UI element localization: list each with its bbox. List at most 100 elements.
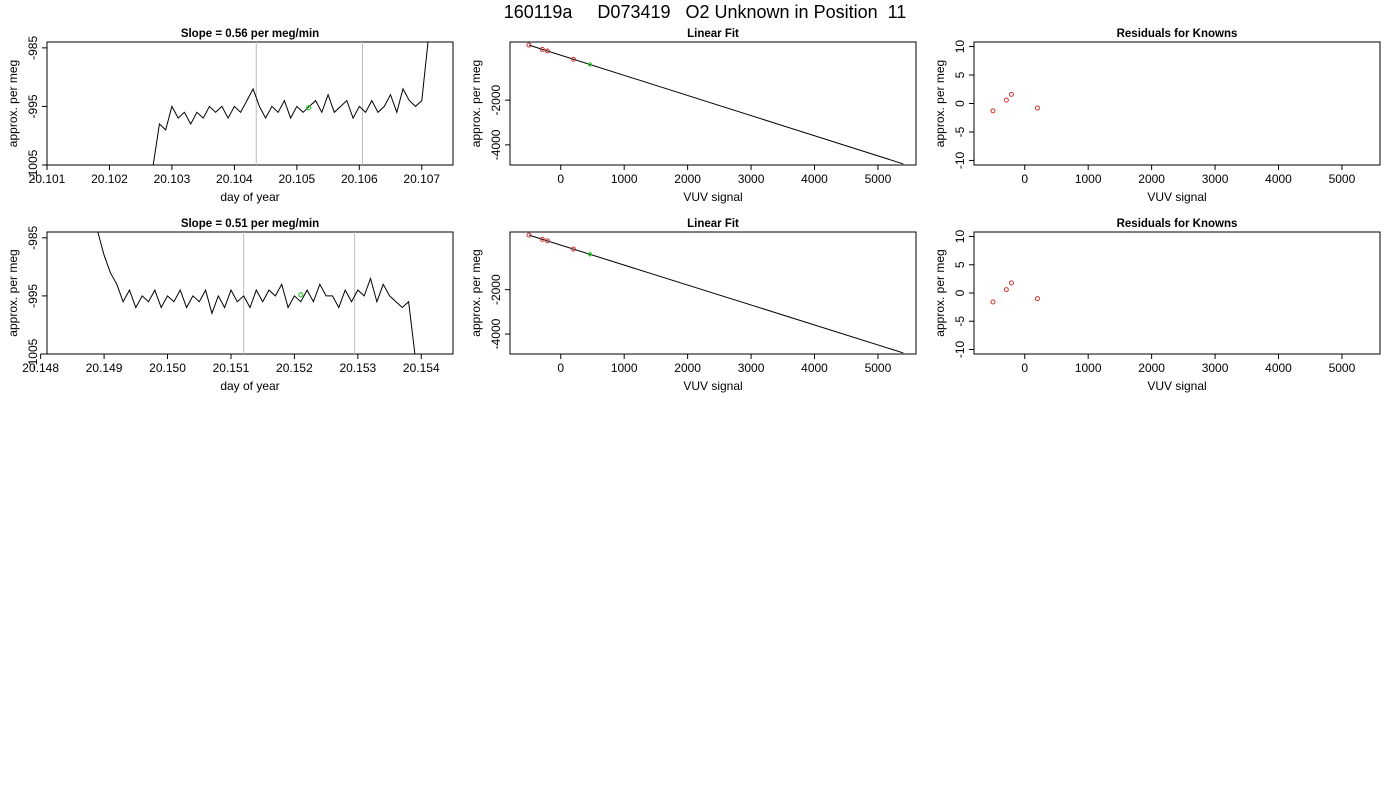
panel-title: Linear Fit [687,28,739,40]
x-tick-label: 2000 [1138,361,1165,375]
panel-time-series: Slope = 0.56 per meg/min 20.101 20.102 20.1… [6,28,454,204]
x-tick-label: 4000 [801,172,828,186]
x-tick-label: 20.149 [86,361,123,375]
known-point [544,48,550,54]
y-tick-label: 10 [953,40,967,54]
y-axis-title: approx. per meg [6,249,20,336]
x-tick-label: 20.107 [403,172,440,186]
x-tick-label: 20.102 [91,172,128,186]
known-point [1008,280,1014,286]
fit-line [528,44,904,165]
known-point [539,46,545,52]
x-tick-label: 20.153 [339,361,376,375]
fit-line [528,234,904,354]
x-tick-label: 0 [557,172,564,186]
panel-residuals: Residuals for Knowns 0 1000 2000 3000 4000 500… [933,28,1381,204]
x-tick-label: 1000 [1075,361,1102,375]
plot-area [526,232,904,354]
x-tick-label: 20.150 [149,361,186,375]
x-tick-label: 20.148 [22,361,59,375]
y-axis-title: approx. per meg [469,60,483,147]
plot-area [526,42,904,165]
unknown-point [587,252,593,257]
y-tick-label: -10 [953,151,967,169]
plot-area [97,232,416,354]
y-tick-label: -2000 [489,84,503,115]
unknown-point [587,62,593,67]
known-point [570,246,576,252]
known-point [1034,296,1040,302]
x-tick-label: 1000 [611,172,638,186]
known-point [1008,91,1014,97]
x-tick-label: 2000 [674,361,701,375]
y-tick-label: 5 [953,71,967,78]
known-point [1003,97,1009,103]
known-point [544,238,550,244]
x-tick-label: 20.103 [154,172,191,186]
known-point [990,299,996,305]
x-tick-label: 4000 [801,361,828,375]
y-tick-label: -985 [26,36,40,60]
plot-area [152,42,429,165]
x-axis-title: VUV signal [1147,190,1206,204]
y-tick-label: -995 [26,284,40,308]
x-tick-label: 0 [1021,361,1028,375]
y-tick-label: 10 [953,230,967,244]
known-point [570,56,576,62]
x-tick-label: 2000 [674,172,701,186]
plot-area [990,280,1040,305]
panel-title: Slope = 0.51 per meg/min [181,218,319,230]
x-tick-label: 0 [1021,172,1028,186]
y-axis-title: approx. per meg [933,60,947,147]
x-tick-label: 20.101 [29,172,66,186]
y-tick-label: -4000 [489,129,503,160]
plot-frame [46,41,454,166]
panel-linear-fit: Linear Fit 0 1000 2000 3000 4000 5000 -4000 -200… [469,218,917,393]
y-axis-title: approx. per meg [469,249,483,336]
x-axis-title: day of year [220,379,279,393]
panel-linear-fit: Linear Fit 0 1000 2000 3000 4000 5000 -4000 -200… [469,28,917,204]
known-point [1034,105,1040,111]
x-tick-label: 0 [557,361,564,375]
panel-residuals: Residuals for Knowns 0 1000 2000 3000 4000 500… [933,218,1381,393]
x-tick-label: 5000 [1329,361,1356,375]
y-axis-title: approx. per meg [933,249,947,336]
plot-area [990,91,1040,114]
x-tick-label: 4000 [1265,361,1292,375]
x-tick-label: 20.152 [276,361,313,375]
panel-title: Slope = 0.56 per meg/min [181,28,319,40]
y-axis-title: approx. per meg [6,60,20,147]
x-axis-title: VUV signal [1147,379,1206,393]
known-point [1003,287,1009,293]
x-tick-label: 2000 [1138,172,1165,186]
x-tick-label: 20.154 [403,361,440,375]
x-tick-label: 1000 [1075,172,1102,186]
x-tick-label: 20.105 [278,172,315,186]
y-tick-label: -5 [953,126,967,137]
x-axis-title: day of year [220,190,279,204]
panel-title: Residuals for Knowns [1117,28,1238,40]
y-tick-label: -1005 [26,338,40,369]
x-tick-label: 5000 [1329,172,1356,186]
x-tick-label: 4000 [1265,172,1292,186]
y-tick-label: -1005 [26,149,40,180]
x-tick-label: 3000 [1202,172,1229,186]
y-tick-label: 0 [953,289,967,296]
x-tick-label: 5000 [865,172,892,186]
x-tick-label: 3000 [1202,361,1229,375]
y-tick-label: -995 [26,94,40,118]
y-tick-label: 0 [953,100,967,107]
known-point [526,42,532,48]
x-tick-label: 3000 [738,361,765,375]
y-tick-label: -4000 [489,318,503,349]
x-tick-label: 20.104 [216,172,253,186]
x-axis-title: VUV signal [683,379,742,393]
page-title: 160119a D073419 O2 Unknown in Position 1… [503,2,907,22]
plot-frame [46,231,454,355]
x-tick-label: 1000 [611,361,638,375]
plot-frame [973,41,1381,166]
known-point [539,236,545,242]
panel-title: Residuals for Knowns [1117,218,1238,230]
unknown-marker [298,292,304,298]
x-tick-label: 3000 [738,172,765,186]
